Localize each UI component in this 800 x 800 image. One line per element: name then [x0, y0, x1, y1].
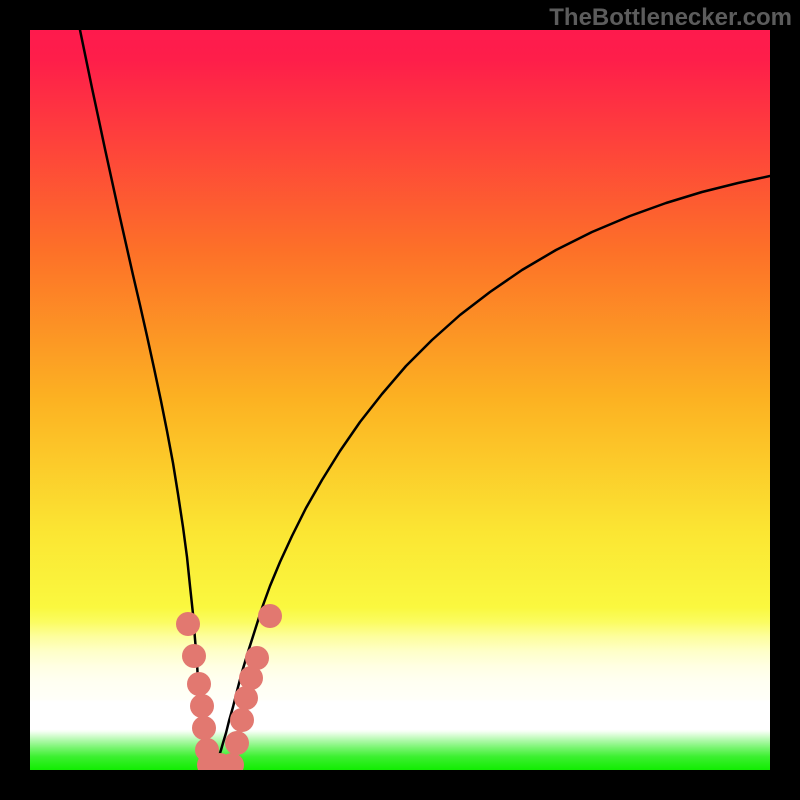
chart-container: TheBottlenecker.com: [0, 0, 800, 800]
chart-background: [30, 30, 770, 770]
data-marker: [192, 716, 216, 740]
data-marker: [234, 686, 258, 710]
data-marker: [230, 708, 254, 732]
data-marker: [225, 731, 249, 755]
data-marker: [190, 694, 214, 718]
data-marker: [187, 672, 211, 696]
data-marker: [258, 604, 282, 628]
data-marker: [182, 644, 206, 668]
watermark-text: TheBottlenecker.com: [549, 4, 792, 32]
bottleneck-chart: [30, 30, 770, 770]
data-marker: [245, 646, 269, 670]
plot-area: [30, 30, 770, 770]
data-marker: [176, 612, 200, 636]
